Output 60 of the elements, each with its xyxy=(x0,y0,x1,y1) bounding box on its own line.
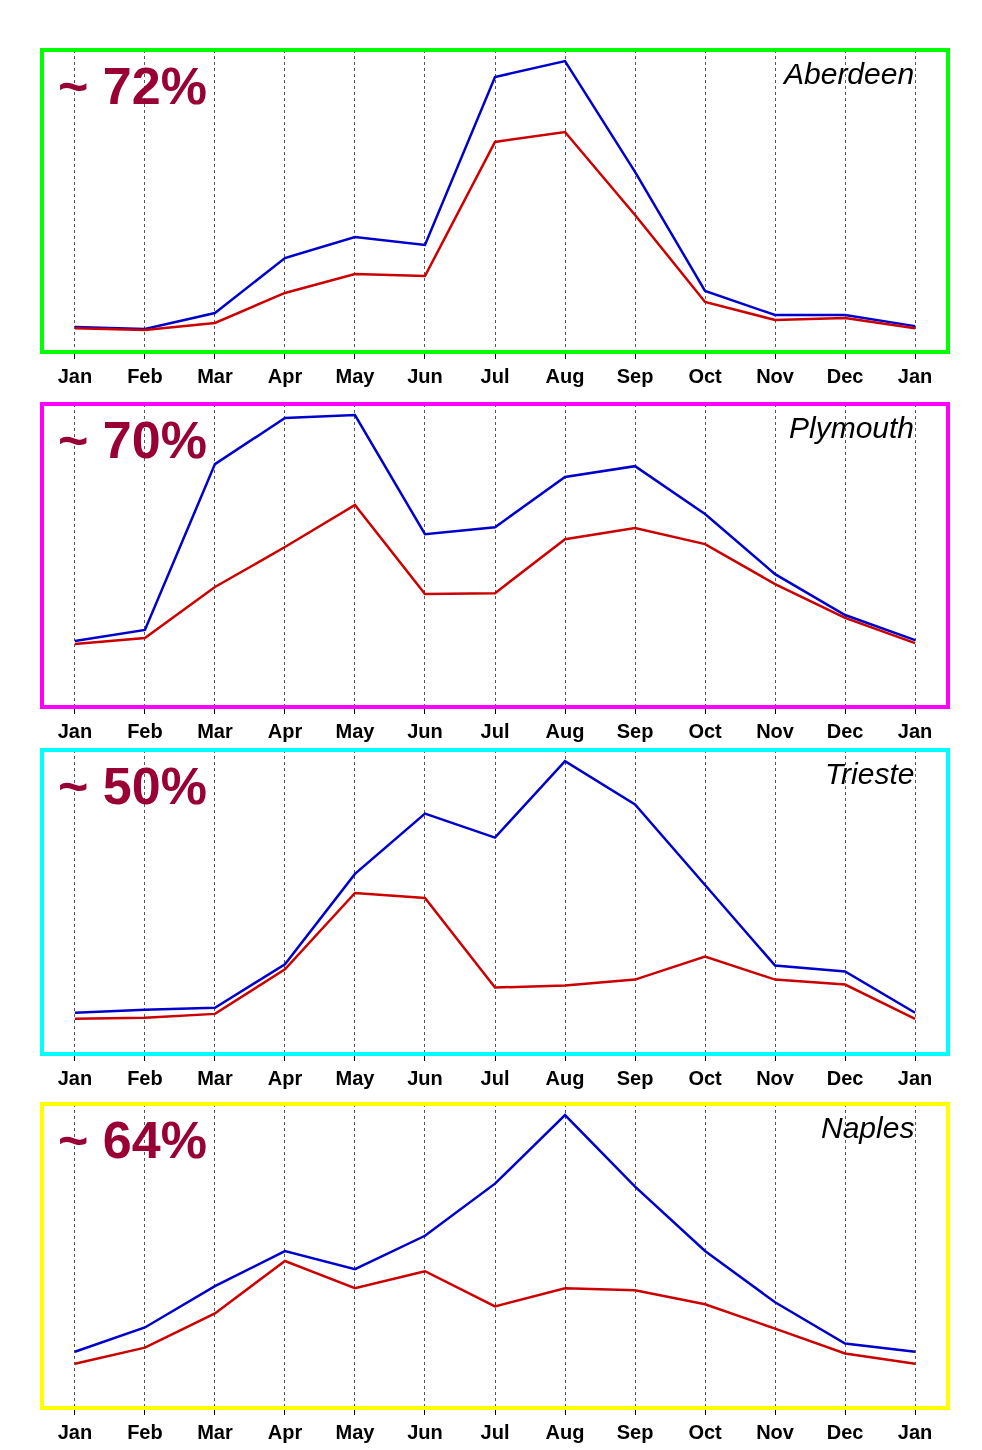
x-tick-label: Jan xyxy=(897,1421,933,1443)
x-tick-label: Sep xyxy=(616,365,654,387)
x-tick-label: Feb xyxy=(127,1421,163,1443)
x-tick-label: Jun xyxy=(407,365,443,387)
x-tick-label: Jan xyxy=(57,1421,93,1443)
x-tick-label: Nov xyxy=(756,720,795,742)
x-tick-label: Dec xyxy=(826,365,864,387)
annotation: ~ 72% xyxy=(58,57,207,115)
x-tick-label: Nov xyxy=(756,1067,795,1089)
x-tick-label: Apr xyxy=(267,1421,303,1443)
x-tick-label: Feb xyxy=(127,365,163,387)
x-tick-label: Oct xyxy=(688,365,723,387)
x-tick-label: Mar xyxy=(197,720,233,742)
x-tick-label: Jul xyxy=(480,365,510,387)
x-tick-label: Jan xyxy=(897,1067,933,1089)
annotation: ~ 70% xyxy=(58,411,207,469)
x-tick-label: May xyxy=(335,1067,376,1089)
x-tick-label: Jan xyxy=(57,720,93,742)
x-tick-label: Dec xyxy=(826,720,864,742)
x-tick-label: Jan xyxy=(57,1067,93,1089)
x-tick-label: May xyxy=(335,720,376,742)
x-tick-label: May xyxy=(335,365,376,387)
chart-title: Aberdeen xyxy=(782,57,915,90)
x-tick-label: Jun xyxy=(407,1067,443,1089)
x-tick-label: Jan xyxy=(897,365,933,387)
x-tick-label: Aug xyxy=(545,1421,585,1443)
x-tick-label: May xyxy=(335,1421,376,1443)
x-tick-label: Mar xyxy=(197,365,233,387)
x-tick-label: Apr xyxy=(267,365,303,387)
x-tick-label: Feb xyxy=(127,720,163,742)
x-tick-label: Mar xyxy=(197,1067,233,1089)
x-tick-label: Apr xyxy=(267,1067,303,1089)
x-tick-label: Dec xyxy=(826,1067,864,1089)
x-tick-label: Oct xyxy=(688,720,723,742)
x-tick-label: Jan xyxy=(57,365,93,387)
x-tick-label: Jun xyxy=(407,720,443,742)
annotation: ~ 64% xyxy=(58,1111,207,1169)
chart-title: Naples xyxy=(821,1111,915,1144)
annotation: ~ 50% xyxy=(58,757,207,815)
x-tick-label: Jul xyxy=(480,1421,510,1443)
x-tick-label: Sep xyxy=(616,1421,654,1443)
x-tick-label: Oct xyxy=(688,1067,723,1089)
x-tick-label: Sep xyxy=(616,720,654,742)
x-tick-label: Dec xyxy=(826,1421,864,1443)
x-tick-label: Jun xyxy=(407,1421,443,1443)
x-tick-label: Aug xyxy=(545,720,585,742)
x-tick-label: Aug xyxy=(545,1067,585,1089)
chart-title: Trieste xyxy=(825,757,915,790)
x-tick-label: Jul xyxy=(480,1067,510,1089)
x-tick-label: Jul xyxy=(480,720,510,742)
x-tick-label: Jan xyxy=(897,720,933,742)
x-tick-label: Apr xyxy=(267,720,303,742)
x-tick-label: Mar xyxy=(197,1421,233,1443)
x-tick-label: Nov xyxy=(756,1421,795,1443)
x-tick-label: Oct xyxy=(688,1421,723,1443)
chart-title: Plymouth xyxy=(789,411,915,444)
x-tick-label: Feb xyxy=(127,1067,163,1089)
x-tick-label: Sep xyxy=(616,1067,654,1089)
x-tick-label: Aug xyxy=(545,365,585,387)
x-tick-label: Nov xyxy=(756,365,795,387)
